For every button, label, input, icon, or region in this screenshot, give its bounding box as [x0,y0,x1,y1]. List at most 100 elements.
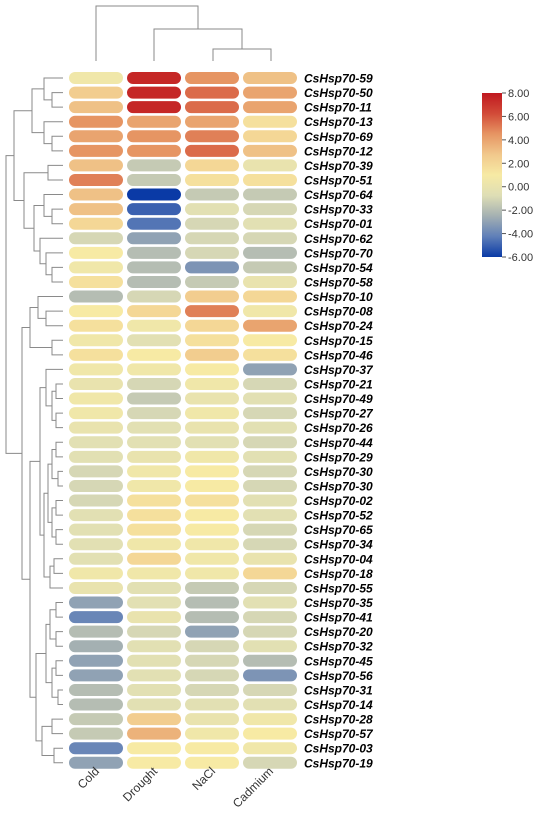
heatmap-cell [69,72,123,84]
dendrogram-branch [49,565,63,589]
dendrogram-branch [21,327,30,580]
heatmap-cell [185,654,239,667]
dendrogram-branch [57,470,63,487]
row-label: CsHsp70-69 [304,130,373,144]
dendrogram-branch [51,718,63,735]
heatmap-cell [69,509,123,522]
heatmap-cell [69,305,123,318]
heatmap-cell [69,421,123,434]
heatmap-cell [127,523,181,536]
column-labels: Cold Drought NaCl Cadmium [75,764,276,811]
dendrogram-branch [33,204,44,252]
dendrogram-branch [37,296,63,319]
heatmap-cell [127,596,181,609]
heatmap-cell [243,275,297,288]
heatmap-cell [127,290,181,303]
heatmap-cell [127,509,181,522]
heatmap-cell [185,290,239,303]
heatmap-cell [69,348,123,361]
row-label: CsHsp70-45 [304,654,373,668]
heatmap-cell [127,188,181,201]
row-label: CsHsp70-39 [304,159,373,173]
heatmap-cell [185,101,239,114]
color-scale-tick-label: 2.00 [508,158,529,170]
heatmap-cell [127,479,181,492]
color-scale-tick-label: 0.00 [508,182,529,194]
heatmap-cell [69,581,123,594]
dendrogram-branch [45,368,63,407]
dendrogram-branch [51,507,56,538]
heatmap-cell [127,261,181,274]
row-label: CsHsp70-65 [304,523,373,537]
heatmap-cell [69,363,123,376]
dendrogram-branch [53,747,63,764]
row-label: CsHsp70-37 [304,363,374,377]
heatmap-cell [243,436,297,449]
dendrogram-branch [51,208,63,225]
heatmap-cell [243,173,297,186]
row-label: CsHsp70-04 [304,552,373,566]
dendrogram-branch [43,121,63,145]
heatmap-cell [69,479,123,492]
row-label: CsHsp70-54 [304,261,373,275]
row-label: CsHsp70-21 [304,377,373,391]
dendrogram-branch [55,441,63,458]
heatmap-cell [243,348,297,361]
heatmap-cell [69,727,123,740]
heatmap-cell [69,217,123,230]
heatmap-cell [185,756,239,769]
heatmap-cell [185,538,239,551]
heatmap-cell [185,217,239,230]
heatmap-cell [69,611,123,624]
dendrogram-branch [43,194,63,217]
heatmap-cell [127,494,181,507]
row-label: CsHsp70-59 [304,72,373,86]
dendrogram-branch [45,252,63,276]
heatmap-cell [243,683,297,696]
column-dendrogram [95,5,272,61]
heatmap-cell [69,159,123,172]
heatmap-cell [185,625,239,638]
row-label: CsHsp70-15 [304,334,373,348]
row-label: CsHsp70-01 [304,217,373,231]
heatmap-cell [243,713,297,726]
row-label: CsHsp70-30 [304,479,373,493]
row-label: CsHsp70-24 [304,319,373,333]
dendrogram-branch [51,339,63,356]
row-label: CsHsp70-34 [304,538,373,552]
heatmap-cell [243,611,297,624]
color-scale-tick-label: -4.00 [508,229,533,241]
heatmap-cell [243,377,297,390]
row-label: CsHsp70-55 [304,581,373,595]
row-label: CsHsp70-41 [304,611,373,625]
color-scale-tick-label: 8.00 [508,88,529,100]
dendrogram-branch [51,667,58,698]
dendrogram-branch [55,412,63,429]
heatmap-cell [185,203,239,216]
heatmap-cell [69,334,123,347]
heatmap-cell [69,377,123,390]
heatmap-cell [69,552,123,565]
heatmap-cell [185,567,239,580]
heatmap-cell [243,450,297,463]
row-label: CsHsp70-31 [304,683,373,697]
heatmap-cell [185,363,239,376]
dendrogram-branch [51,449,58,480]
row-label: CsHsp70-12 [304,144,373,158]
dendrogram-branch [153,28,243,61]
column-label: Drought [120,764,161,805]
color-scale-ticks: 8.00 6.00 4.00 2.00 0.00 -2.00 -4.00 -6.00 [502,88,533,264]
heatmap-cell [127,305,181,318]
heatmap-cell [185,334,239,347]
dendrogram-branch [55,529,63,545]
heatmap-cell [243,101,297,114]
dendrogram-branch [55,383,63,400]
heatmap-cell [69,756,123,769]
heatmap-cell [69,698,123,711]
row-label: CsHsp70-28 [304,713,373,727]
dendrogram-branch [55,660,63,676]
heatmap-cell [69,625,123,638]
heatmap-cell [243,305,297,318]
dendrogram-branch [55,500,63,516]
dendrogram-branch [55,631,63,647]
